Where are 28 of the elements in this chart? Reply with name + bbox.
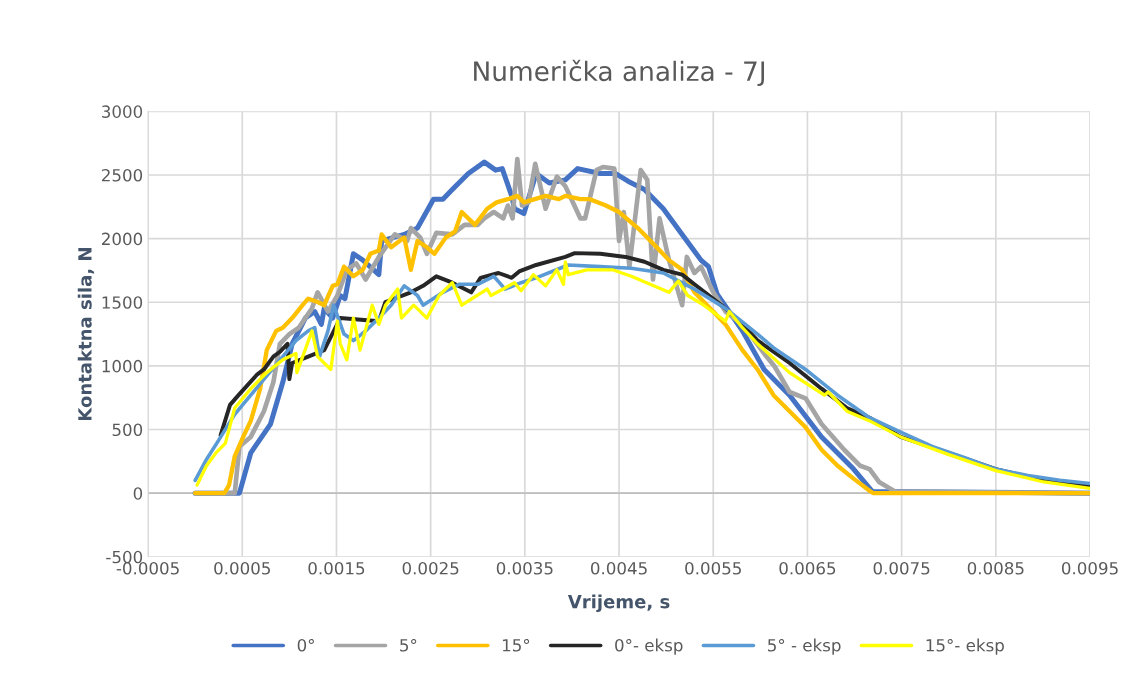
- y-tick-label: 1000: [102, 359, 143, 373]
- x-tick-label: 0.0055: [685, 561, 741, 575]
- chart-title: Numerička analiza - 7J: [474, 59, 765, 87]
- legend-label: 0°- eksp: [615, 638, 683, 655]
- x-tick-label: 0.0045: [590, 561, 647, 575]
- y-tick-label: 2000: [102, 232, 143, 246]
- legend-label: 0°: [297, 638, 314, 652]
- y-tick-label: 2500: [102, 168, 143, 182]
- y-tick-label: -500: [106, 550, 143, 564]
- x-axis-title: Vrijeme, s: [567, 594, 670, 613]
- legend-label: 5° - eksp: [768, 638, 841, 655]
- legend-label: 15°- eksp: [926, 638, 1004, 655]
- y-axis-title: Kontaktna sila, N: [77, 248, 95, 421]
- y-tick-label: 3000: [102, 105, 143, 118]
- y-tick-label: 500: [112, 423, 143, 437]
- legend-label: 5°: [400, 638, 417, 652]
- y-tick-label: 0: [133, 487, 143, 500]
- x-tick-label: 0.0075: [873, 561, 930, 575]
- x-tick-label: 0.0035: [496, 561, 553, 575]
- x-tick-label: 0.0085: [967, 561, 1024, 575]
- x-tick-label: -0.0005: [116, 561, 179, 575]
- x-tick-label: 0.0095: [1061, 561, 1118, 575]
- x-tick-label: 0.0065: [779, 561, 836, 575]
- x-tick-label: 0.0015: [308, 561, 365, 575]
- x-tick-label: 0.0005: [214, 561, 270, 575]
- x-tick-label: 0.0025: [402, 561, 459, 575]
- y-tick-label: 1500: [102, 296, 143, 309]
- legend-label: 15°: [502, 638, 530, 652]
